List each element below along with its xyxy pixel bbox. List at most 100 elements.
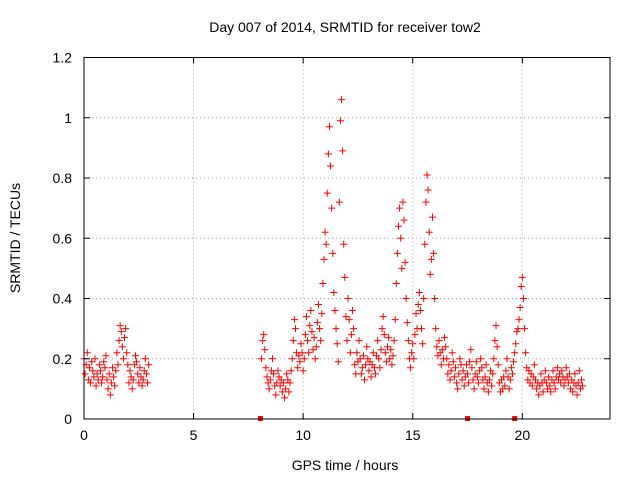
data-point [398,264,406,272]
data-point [490,355,498,363]
data-point [533,385,541,393]
data-point [482,361,490,369]
data-point [133,358,141,366]
data-point [433,343,441,351]
y-tick-label: 0.2 [53,351,73,367]
data-point [111,382,119,390]
data-point [305,349,313,357]
data-point [459,367,467,375]
data-point [574,379,582,387]
data-point [519,295,527,302]
data-point [389,352,397,360]
data-point [505,385,513,393]
data-point [310,334,318,342]
data-point [541,367,549,375]
data-point [415,288,423,296]
data-point [450,373,458,381]
data-point [291,325,299,333]
y-tick-label: 0.8 [53,170,73,186]
data-point [494,361,502,369]
x-tick-labels: 0 5 10 15 20 [80,427,530,443]
data-point [551,385,559,393]
data-point [317,337,325,345]
data-point [562,364,570,372]
data-point [444,370,452,378]
data-point [324,150,332,158]
data-point [467,346,475,354]
data-point [378,325,386,333]
data-point [510,358,518,366]
data-point [117,328,125,336]
data-point [142,370,150,378]
data-point [350,325,358,333]
data-point [481,373,489,381]
data-point [462,361,470,369]
data-point [298,349,306,357]
data-point [424,186,432,194]
data-point [384,343,392,351]
data-point [330,288,338,296]
x-tick-label: 20 [515,427,531,443]
data-point [342,313,350,321]
data-point [376,364,384,372]
data-point [266,376,274,384]
data-point [518,273,526,281]
data-point [404,337,412,345]
data-point [553,364,561,372]
data-points [80,96,587,402]
data-point [396,204,404,212]
data-point [299,367,307,375]
data-point [464,370,472,378]
data-point [451,364,459,372]
data-point [420,295,428,302]
data-point [545,373,553,381]
data-point [381,349,389,357]
data-point [114,361,122,369]
data-point [412,310,420,318]
data-point [93,370,101,378]
data-point [348,307,356,315]
data-point [139,376,147,384]
data-point [90,373,98,381]
data-point [425,228,433,236]
data-point [475,379,482,387]
data-point [443,355,451,363]
data-point [327,162,335,170]
data-point [285,388,293,396]
data-point [379,313,387,321]
data-point [125,379,133,387]
data-point [89,367,97,375]
data-point [262,364,270,372]
data-point [343,337,351,345]
data-point [294,364,302,372]
data-point [365,367,373,375]
y-tick-label: 1.2 [53,50,73,66]
data-point [493,343,501,351]
data-point [449,358,457,366]
data-point [335,198,343,206]
data-point [362,361,370,369]
data-point [438,346,446,354]
data-point [279,379,287,387]
data-point [407,364,415,372]
x-tick-label: 10 [295,427,311,443]
data-point [435,337,443,345]
data-point [331,307,339,315]
data-point [105,370,113,378]
data-point [329,249,337,257]
data-point [92,382,100,390]
data-point [261,346,269,354]
data-point [121,334,129,342]
data-point [336,117,344,125]
data-point [289,337,297,345]
data-point [571,370,579,378]
data-point [322,240,330,248]
data-point [138,382,146,390]
data-point [355,337,363,345]
data-point [288,355,296,363]
data-point [546,382,554,390]
data-point [334,358,342,366]
data-point [363,343,371,351]
data-point [375,355,383,363]
data-point [547,388,555,396]
